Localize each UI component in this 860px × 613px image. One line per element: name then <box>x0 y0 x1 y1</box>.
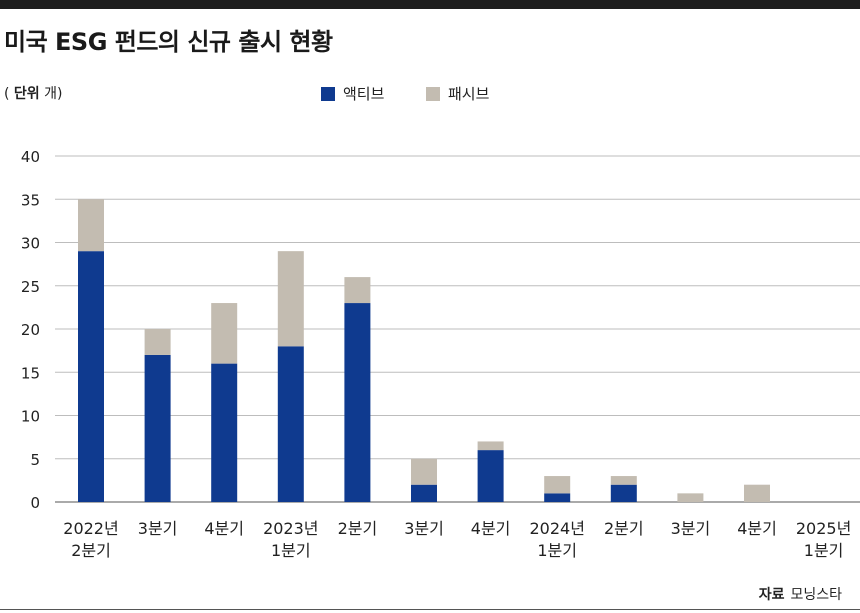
unit-prefix: ( <box>4 86 14 102</box>
x-tick-label: 2022년 2분기 <box>63 519 118 560</box>
bar-segment-passive <box>344 277 371 304</box>
y-tick-label: 10 <box>21 408 40 426</box>
x-tick-label: 4분기 <box>737 519 777 538</box>
bar-segment-passive <box>144 329 171 355</box>
bar-segment-active <box>144 354 171 502</box>
bar-segment-passive <box>610 476 637 485</box>
bar-segment-passive <box>78 199 104 252</box>
x-tick-label: 4분기 <box>471 519 511 538</box>
bar-segment-passive <box>277 251 304 347</box>
bar-segment-passive <box>477 441 504 451</box>
legend-label-active: 액티브 <box>343 85 385 103</box>
x-tick-label: 2분기 <box>338 519 378 538</box>
bar-segment-passive <box>211 303 238 364</box>
bar-segment-active <box>477 450 504 502</box>
unit-value: 개) <box>39 86 63 102</box>
source-label: 자료 <box>758 587 785 603</box>
bottom-rule <box>0 609 860 610</box>
y-tick-label: 0 <box>30 494 40 512</box>
bar-segment-passive <box>411 458 437 485</box>
x-tick-label: 4분기 <box>204 519 244 538</box>
y-tick-label: 20 <box>21 321 40 339</box>
y-tick-label: 5 <box>30 451 40 469</box>
bar-segment-active <box>544 493 571 502</box>
unit-label: ( 단위 개) <box>4 83 62 103</box>
legend-swatch-passive <box>426 86 440 101</box>
y-tick-label: 30 <box>21 235 40 253</box>
bar-segment-passive <box>544 476 571 494</box>
source-value: 모닝스타 <box>790 587 842 603</box>
bar-segment-active <box>610 484 637 502</box>
bar-segment-active <box>411 484 437 502</box>
top-bar <box>0 0 860 9</box>
y-tick-label: 35 <box>21 191 40 209</box>
x-tick-label: 2분기 <box>604 519 644 538</box>
x-tick-label: 2023년 1분기 <box>263 519 318 560</box>
bar-segment-active <box>344 303 371 502</box>
chart-title: 미국 ESG 펀드의 신규 출시 현황 <box>4 28 333 56</box>
x-tick-label: 3분기 <box>404 519 444 538</box>
bar-segment-passive <box>677 493 704 502</box>
unit-label-text: 단위 <box>13 86 40 102</box>
bar-segment-passive <box>744 484 770 502</box>
x-tick-label: 2025년 1분기 <box>796 519 851 560</box>
y-tick-label: 15 <box>21 364 40 382</box>
source-note: 자료 모닝스타 <box>759 584 842 604</box>
x-tick-label: 3분기 <box>671 519 711 538</box>
legend-swatch-active <box>321 86 335 101</box>
legend-label-passive: 패시브 <box>448 85 490 103</box>
legend-item-active: 액티브 <box>321 83 384 104</box>
bar-segment-active <box>78 251 104 502</box>
y-tick-label: 40 <box>21 148 40 166</box>
x-tick-label: 3분기 <box>138 519 178 538</box>
y-tick-label: 25 <box>21 278 40 296</box>
legend-item-passive: 패시브 <box>426 83 489 104</box>
bar-segment-active <box>277 346 304 502</box>
x-tick-label: 2024년 1분기 <box>529 519 584 560</box>
bar-segment-active <box>211 363 238 502</box>
